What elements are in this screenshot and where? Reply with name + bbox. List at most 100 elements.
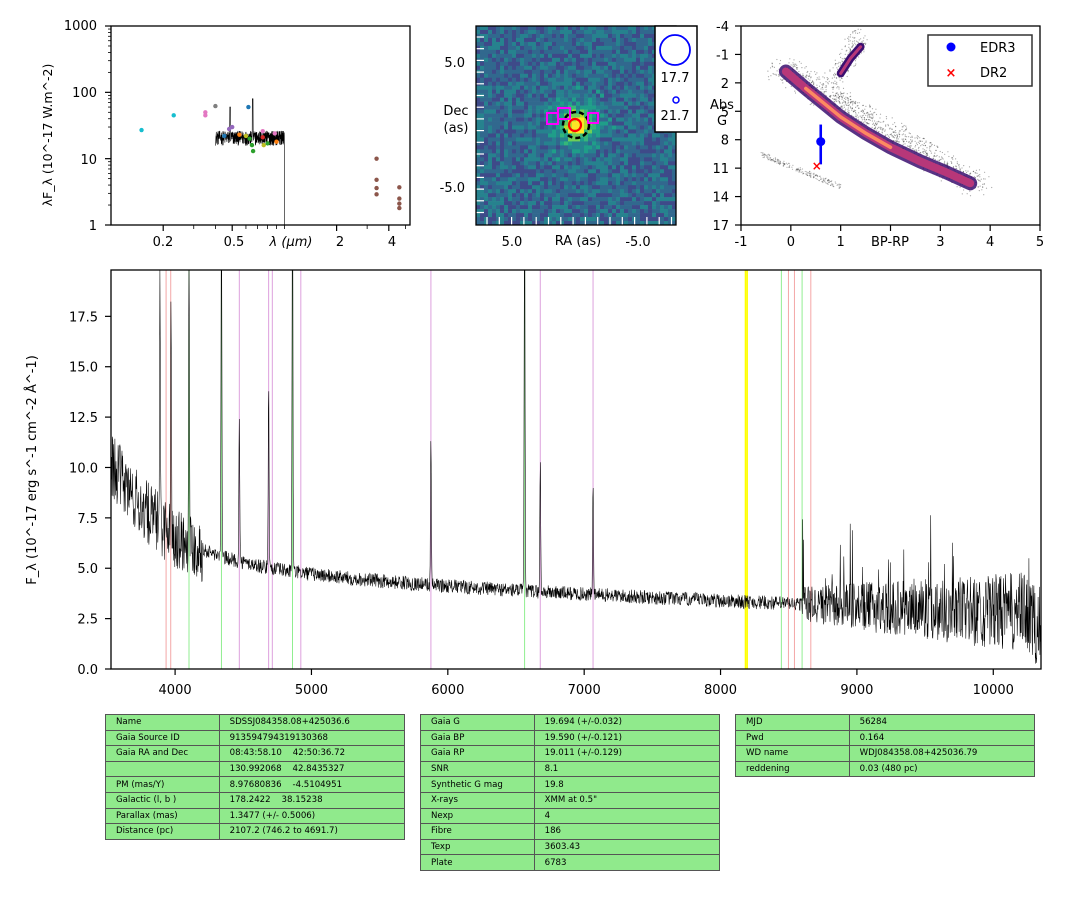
hrd-star xyxy=(860,28,862,31)
image-pixel xyxy=(600,49,605,55)
image-pixel xyxy=(580,89,585,94)
image-pixel xyxy=(524,185,529,190)
image-pixel xyxy=(556,81,561,86)
image-pixel xyxy=(540,205,545,210)
hrd-star xyxy=(854,30,856,32)
image-pixel xyxy=(540,217,545,222)
image-pixel xyxy=(632,177,637,182)
legend-edr3-marker xyxy=(946,42,956,52)
hrd-star xyxy=(911,139,913,141)
table-row: WD name WDJ084358.08+425036.79 xyxy=(735,745,1036,762)
hrd-star xyxy=(873,124,876,126)
hrd-star xyxy=(840,94,842,96)
image-pixel xyxy=(508,161,513,166)
image-pixel xyxy=(536,133,541,138)
hrd-star xyxy=(973,170,975,172)
hrd-legend-box xyxy=(927,34,1033,87)
image-pixel xyxy=(572,101,577,106)
image-pixel xyxy=(576,101,581,106)
image-pixel xyxy=(496,77,501,83)
image-pixel xyxy=(604,161,609,166)
image-pixel xyxy=(656,181,661,186)
image-pixel xyxy=(632,201,637,206)
image-pixel xyxy=(632,61,637,67)
hrd-star xyxy=(982,186,984,188)
image-pixel xyxy=(604,101,609,106)
hrd-star xyxy=(855,32,857,34)
image-pixel xyxy=(636,197,641,202)
image-pixel xyxy=(512,161,517,166)
image-pixel xyxy=(668,161,673,166)
image-pixel xyxy=(616,161,621,166)
image-pixel xyxy=(556,213,561,218)
image-pixel xyxy=(636,97,641,102)
image-pixel xyxy=(648,109,653,114)
image-pixel xyxy=(480,169,485,174)
hrd-star xyxy=(881,129,883,131)
image-pixel xyxy=(568,157,573,162)
image-pixel xyxy=(524,141,529,146)
image-pixel xyxy=(556,41,561,47)
image-pixel xyxy=(556,133,561,138)
image-pixel xyxy=(592,73,597,79)
image-pixel xyxy=(648,117,653,122)
image-pixel xyxy=(644,26,649,31)
hrd-star xyxy=(930,150,932,152)
hrd-star xyxy=(865,112,868,114)
image-pixel xyxy=(500,53,505,59)
image-pixel xyxy=(480,137,485,142)
image-pixel xyxy=(592,45,597,51)
image-pixel xyxy=(580,57,585,63)
image-pixel xyxy=(536,85,541,90)
hrd-star xyxy=(770,67,772,69)
image-pixel xyxy=(620,125,625,130)
hrd-star xyxy=(905,129,907,131)
image-pixel xyxy=(596,29,601,35)
spectrum-ytick-label: 5.0 xyxy=(77,562,98,577)
hrd-star xyxy=(920,145,922,147)
image-pixel xyxy=(572,161,577,166)
image-pixel xyxy=(508,26,513,31)
image-pixel xyxy=(516,29,521,35)
image-pixel xyxy=(592,145,597,150)
hrd-star xyxy=(941,157,944,159)
image-pixel xyxy=(572,45,577,51)
image-pixel xyxy=(660,149,665,154)
image-pixel xyxy=(664,145,669,150)
image-pixel xyxy=(556,209,561,214)
image-pixel xyxy=(544,149,549,154)
image-pixel xyxy=(548,57,553,63)
image-pixel xyxy=(528,89,533,94)
image-pixel xyxy=(504,209,509,214)
image-pixel xyxy=(656,137,661,142)
image-pixel xyxy=(536,45,541,51)
image-pixel xyxy=(608,77,613,83)
image-pixel xyxy=(596,185,601,190)
image-pixel xyxy=(476,53,481,59)
hrd-star xyxy=(878,120,880,122)
image-pixel xyxy=(504,125,509,130)
hrd-star xyxy=(807,174,809,176)
image-pixel xyxy=(544,189,549,194)
image-pixel xyxy=(588,193,593,198)
image-pixel xyxy=(576,169,581,174)
image-pixel xyxy=(512,109,517,114)
image-pixel xyxy=(500,193,505,198)
image-pixel xyxy=(524,69,529,75)
image-pixel xyxy=(540,105,545,110)
hrd-star xyxy=(832,185,835,187)
image-pixel xyxy=(572,133,577,138)
hrd-star xyxy=(851,46,853,48)
image-pixel xyxy=(568,177,573,182)
image-pixel xyxy=(648,69,653,75)
image-pixel xyxy=(488,53,493,59)
hrd-star xyxy=(806,174,808,176)
image-pixel xyxy=(564,77,569,83)
image-pixel xyxy=(652,173,657,178)
hrd-star xyxy=(952,166,955,168)
image-pixel xyxy=(548,69,553,75)
image-pixel xyxy=(576,89,581,94)
hrd-star xyxy=(848,43,850,46)
hrd-star xyxy=(763,156,765,159)
image-ylabel: Dec xyxy=(443,104,468,119)
